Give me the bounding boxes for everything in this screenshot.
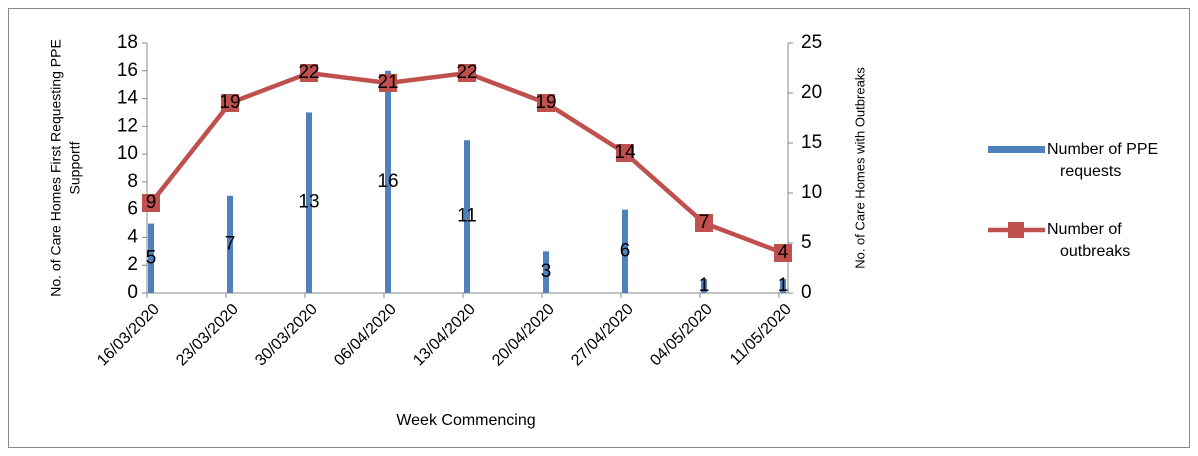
y-tick-label: 16 — [117, 60, 138, 81]
legend-label: Number of outbreaks — [1047, 221, 1131, 260]
line-marker — [379, 74, 397, 92]
y-tick-label: 10 — [117, 143, 138, 164]
line-marker — [458, 64, 476, 82]
chart-border — [8, 8, 1190, 448]
y-tick-label: 18 — [117, 32, 138, 53]
y-tick-label: 12 — [117, 115, 138, 136]
bar-label: 6 — [620, 240, 631, 261]
bar — [464, 140, 470, 293]
y-tick-label: 2 — [127, 254, 138, 275]
line-marker — [616, 144, 634, 162]
legend-swatch — [1008, 222, 1024, 238]
y2-tick-label: 0 — [801, 282, 812, 303]
bar-label: 5 — [146, 247, 157, 268]
bar — [227, 195, 233, 293]
point-label: 21 — [377, 72, 398, 93]
y-axis-title: No. of Care Homes First Requesting PPE — [48, 39, 64, 297]
x-tick-label: 11/05/2020 — [727, 301, 795, 369]
y2-tick-label: 25 — [801, 32, 822, 53]
bar — [622, 209, 628, 293]
bar-label: 11 — [457, 206, 477, 227]
bar — [148, 223, 154, 293]
y2-tick-label: 10 — [801, 182, 822, 203]
y2-tick-label: 5 — [801, 232, 812, 253]
bar-label: 1 — [778, 275, 789, 296]
point-label: 14 — [614, 142, 636, 163]
x-tick-label: 30/03/2020 — [252, 301, 321, 370]
point-label: 9 — [146, 192, 157, 213]
point-label: 22 — [456, 62, 477, 83]
bar — [385, 70, 391, 294]
y2-tick-label: 20 — [801, 82, 822, 103]
bar-label: 16 — [377, 171, 398, 192]
bar — [543, 251, 549, 293]
line-marker — [221, 94, 239, 112]
line-marker — [142, 194, 160, 212]
point-label: 4 — [778, 242, 789, 263]
bar — [701, 279, 707, 293]
x-tick-label: 20/04/2020 — [489, 301, 558, 370]
x-tick-label: 27/04/2020 — [568, 301, 637, 370]
y2-axis-title: No. of Care Homes with Outbreaks — [852, 67, 867, 269]
line-marker — [774, 244, 792, 262]
y-tick-label: 14 — [117, 88, 139, 109]
point-label: 22 — [298, 62, 319, 83]
bar-label: 13 — [298, 192, 319, 213]
y-tick-label: 6 — [127, 199, 138, 220]
bar — [306, 112, 312, 293]
point-label: 19 — [219, 92, 240, 113]
x-tick-label: 04/05/2020 — [647, 301, 716, 370]
bar-label: 7 — [225, 233, 236, 254]
y-tick-label: 8 — [127, 171, 138, 192]
y-axis-title: Supportf — [67, 141, 83, 194]
line-marker — [300, 64, 318, 82]
y-tick-label: 0 — [127, 282, 138, 303]
line-marker — [537, 94, 555, 112]
x-tick-label: 13/04/2020 — [410, 301, 479, 370]
point-label: 19 — [535, 92, 556, 113]
legend-swatch — [988, 146, 1045, 153]
bar-label: 1 — [699, 275, 710, 296]
line-marker — [695, 214, 713, 232]
legend-label: Number of PPE requests — [1047, 141, 1159, 180]
x-tick-label: 16/03/2020 — [94, 301, 163, 370]
y-tick-label: 4 — [127, 226, 138, 247]
point-label: 7 — [699, 212, 710, 233]
x-tick-label: 23/03/2020 — [173, 301, 242, 370]
x-axis-title: Week Commencing — [396, 412, 535, 429]
y2-tick-label: 15 — [801, 132, 822, 153]
bar — [780, 279, 786, 293]
bar-label: 3 — [541, 261, 552, 282]
x-tick-label: 06/04/2020 — [331, 301, 400, 370]
